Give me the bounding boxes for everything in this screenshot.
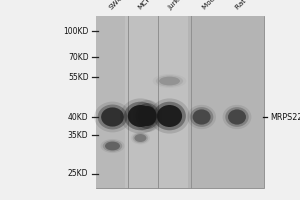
Text: 35KD: 35KD <box>68 130 88 140</box>
Text: Mouse brain: Mouse brain <box>201 0 237 11</box>
Ellipse shape <box>100 139 124 153</box>
Ellipse shape <box>134 134 146 142</box>
Text: MCF-7: MCF-7 <box>137 0 157 11</box>
Ellipse shape <box>103 140 122 152</box>
Ellipse shape <box>120 98 160 134</box>
Bar <box>188 16 264 188</box>
Ellipse shape <box>149 98 190 134</box>
Ellipse shape <box>98 105 127 129</box>
Ellipse shape <box>228 109 246 125</box>
Text: 70KD: 70KD <box>68 52 88 62</box>
Ellipse shape <box>159 77 180 85</box>
Bar <box>125 16 188 188</box>
Text: MRPS22: MRPS22 <box>270 112 300 121</box>
Ellipse shape <box>131 132 150 144</box>
Ellipse shape <box>225 107 249 127</box>
Ellipse shape <box>133 100 162 132</box>
Ellipse shape <box>128 105 153 127</box>
Ellipse shape <box>94 102 131 132</box>
Text: 40KD: 40KD <box>68 112 88 121</box>
Bar <box>96 16 264 188</box>
Ellipse shape <box>153 74 186 88</box>
Text: 55KD: 55KD <box>68 72 88 82</box>
Text: Jurkat: Jurkat <box>167 0 186 11</box>
Ellipse shape <box>124 102 157 130</box>
Text: 25KD: 25KD <box>68 170 88 178</box>
Ellipse shape <box>136 103 159 129</box>
Ellipse shape <box>157 105 182 127</box>
Ellipse shape <box>190 107 213 127</box>
Ellipse shape <box>139 106 157 126</box>
Text: SW480: SW480 <box>108 0 130 11</box>
Text: Rat brain: Rat brain <box>234 0 262 11</box>
Ellipse shape <box>105 142 120 150</box>
Ellipse shape <box>101 107 124 127</box>
Ellipse shape <box>156 75 183 87</box>
Ellipse shape <box>193 109 211 125</box>
Ellipse shape <box>223 105 251 129</box>
Bar <box>96 16 125 188</box>
Ellipse shape <box>187 105 216 129</box>
Text: 100KD: 100KD <box>63 26 88 36</box>
Ellipse shape <box>133 133 148 143</box>
Ellipse shape <box>153 102 186 130</box>
